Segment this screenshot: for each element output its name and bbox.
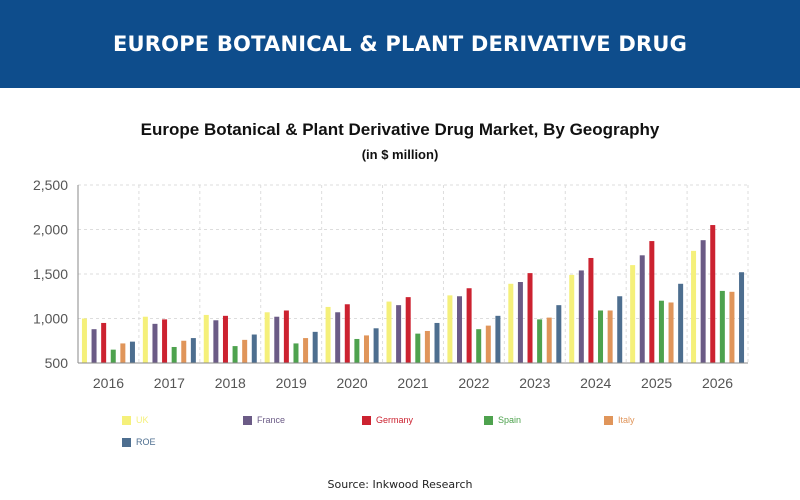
bar-italy-2016 xyxy=(120,343,126,363)
bar-germany-2022 xyxy=(466,288,472,363)
bar-roe-2026 xyxy=(739,272,745,363)
bar-france-2020 xyxy=(335,312,341,363)
bar-france-2018 xyxy=(213,320,219,363)
bar-germany-2023 xyxy=(527,273,533,363)
x-tick-label: 2018 xyxy=(215,375,246,391)
banner-title: EUROPE BOTANICAL & PLANT DERIVATIVE DRUG xyxy=(112,32,688,56)
bar-roe-2016 xyxy=(129,341,135,363)
bar-uk-2024 xyxy=(569,274,575,363)
bar-spain-2021 xyxy=(415,333,421,363)
y-tick-label: 500 xyxy=(45,355,69,371)
bar-uk-2023 xyxy=(508,283,514,363)
bar-italy-2026 xyxy=(729,291,735,363)
y-tick-label: 2,000 xyxy=(33,222,68,238)
x-tick-label: 2020 xyxy=(337,375,368,391)
bar-roe-2024 xyxy=(617,296,623,363)
bar-spain-2020 xyxy=(354,338,360,363)
bar-uk-2020 xyxy=(325,306,331,363)
bar-uk-2017 xyxy=(142,316,148,363)
bar-roe-2018 xyxy=(251,334,257,363)
bar-roe-2021 xyxy=(434,322,440,363)
bar-spain-2019 xyxy=(293,343,299,363)
bar-roe-2019 xyxy=(312,331,318,363)
bar-uk-2016 xyxy=(81,318,87,363)
bar-italy-2024 xyxy=(607,310,613,363)
y-tick-label: 2,500 xyxy=(33,177,68,193)
bar-uk-2025 xyxy=(630,265,636,363)
x-tick-label: 2022 xyxy=(458,375,489,391)
bar-germany-2017 xyxy=(162,319,168,363)
bar-spain-2025 xyxy=(658,300,664,363)
bar-germany-2019 xyxy=(283,310,289,363)
source-note: Source: Inkwood Research xyxy=(327,478,473,491)
bar-spain-2026 xyxy=(719,290,725,363)
chart-subtitle: (in $ million) xyxy=(361,147,439,162)
bar-spain-2018 xyxy=(232,346,238,363)
bar-uk-2019 xyxy=(264,312,270,363)
bar-spain-2024 xyxy=(598,310,604,363)
x-tick-label: 2025 xyxy=(641,375,672,391)
bar-uk-2018 xyxy=(203,314,209,363)
bar-italy-2023 xyxy=(546,317,552,363)
x-tick-label: 2024 xyxy=(580,375,611,391)
bar-italy-2018 xyxy=(242,339,248,363)
bar-italy-2022 xyxy=(485,325,491,363)
bar-spain-2022 xyxy=(476,329,482,363)
x-tick-label: 2017 xyxy=(154,375,185,391)
bar-france-2025 xyxy=(639,255,645,363)
bar-france-2016 xyxy=(91,329,97,363)
bar-germany-2020 xyxy=(344,304,350,363)
bar-roe-2023 xyxy=(556,305,562,363)
x-tick-label: 2019 xyxy=(276,375,307,391)
bar-spain-2017 xyxy=(171,346,177,363)
bar-roe-2022 xyxy=(495,315,501,363)
bar-france-2021 xyxy=(396,305,402,363)
x-tick-label: 2023 xyxy=(519,375,550,391)
bar-germany-2016 xyxy=(101,322,107,363)
bar-italy-2019 xyxy=(303,338,309,363)
bar-italy-2020 xyxy=(363,335,369,363)
bar-france-2022 xyxy=(457,296,463,363)
bar-italy-2017 xyxy=(181,340,187,363)
bar-italy-2025 xyxy=(668,302,674,363)
bar-france-2024 xyxy=(578,270,584,363)
y-tick-label: 1,500 xyxy=(33,266,68,282)
y-tick-label: 1,000 xyxy=(33,311,68,327)
bar-roe-2020 xyxy=(373,328,379,363)
bar-germany-2026 xyxy=(710,225,716,363)
x-tick-label: 2026 xyxy=(702,375,733,391)
x-tick-label: 2021 xyxy=(397,375,428,391)
bar-uk-2022 xyxy=(447,295,453,363)
bar-roe-2017 xyxy=(190,338,196,363)
chart-title: Europe Botanical & Plant Derivative Drug… xyxy=(140,120,660,139)
bar-italy-2021 xyxy=(424,330,430,363)
bar-spain-2016 xyxy=(110,349,116,363)
bar-france-2017 xyxy=(152,323,158,363)
bar-germany-2025 xyxy=(649,241,655,363)
bar-roe-2025 xyxy=(678,283,684,363)
bar-france-2023 xyxy=(517,282,523,363)
bar-france-2026 xyxy=(700,240,706,363)
bar-france-2019 xyxy=(274,316,280,363)
banner: EUROPE BOTANICAL & PLANT DERIVATIVE DRUG xyxy=(0,0,800,88)
bar-germany-2024 xyxy=(588,257,594,363)
bar-germany-2018 xyxy=(222,315,228,363)
bar-uk-2021 xyxy=(386,301,392,363)
bar-germany-2021 xyxy=(405,297,411,363)
bar-uk-2026 xyxy=(691,250,697,363)
x-tick-label: 2016 xyxy=(93,375,124,391)
bar-spain-2023 xyxy=(537,319,543,363)
